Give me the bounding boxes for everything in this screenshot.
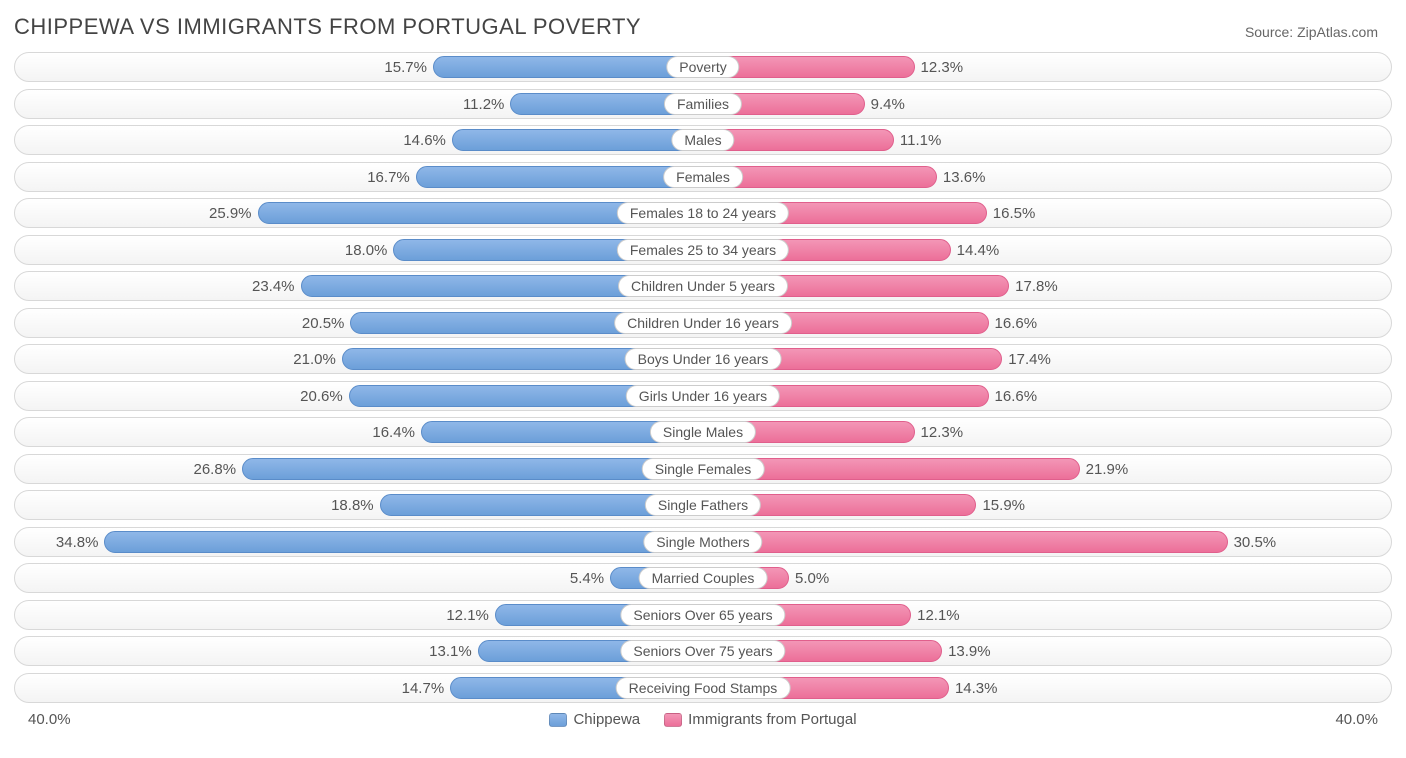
data-row: 5.4% 5.0% Married Couples — [14, 563, 1392, 593]
category-label: Females 25 to 34 years — [617, 239, 789, 261]
category-label: Poverty — [666, 56, 739, 78]
chart-source: Source: ZipAtlas.com — [1245, 24, 1378, 40]
category-label: Single Females — [642, 458, 765, 480]
category-label: Girls Under 16 years — [626, 385, 780, 407]
data-row: 18.8% 15.9% Single Fathers — [14, 490, 1392, 520]
category-label: Males — [671, 129, 734, 151]
chart-footer: 40.0% Chippewa Immigrants from Portugal … — [0, 709, 1406, 728]
value-series-a: 16.7% — [367, 163, 416, 193]
value-series-a: 20.6% — [300, 382, 349, 412]
legend-item-b: Immigrants from Portugal — [664, 711, 856, 728]
legend-item-a: Chippewa — [549, 711, 640, 728]
chart-header: CHIPPEWA VS IMMIGRANTS FROM PORTUGAL POV… — [0, 0, 1406, 48]
value-series-a: 21.0% — [293, 345, 342, 375]
legend-swatch-b — [664, 713, 682, 727]
value-series-b: 17.8% — [1009, 272, 1058, 302]
legend-label-a: Chippewa — [573, 711, 640, 728]
data-row: 20.5% 16.6% Children Under 16 years — [14, 308, 1392, 338]
legend-label-b: Immigrants from Portugal — [688, 711, 856, 728]
bar-series-a — [452, 129, 703, 151]
chart-area: 15.7%12.3%Poverty11.2%9.4%Families14.6%1… — [0, 48, 1406, 703]
bar-series-a — [104, 531, 703, 553]
value-series-b: 13.9% — [942, 637, 991, 667]
category-label: Single Fathers — [645, 494, 761, 516]
bar-series-a — [433, 56, 703, 78]
data-row: 26.8% 21.9% Single Females — [14, 454, 1392, 484]
legend-swatch-a — [549, 713, 567, 727]
value-series-a: 20.5% — [302, 309, 351, 339]
axis-max-left: 40.0% — [28, 711, 71, 728]
category-label: Seniors Over 75 years — [620, 640, 785, 662]
category-label: Females 18 to 24 years — [617, 202, 789, 224]
value-series-a: 34.8% — [56, 528, 105, 558]
category-label: Females — [663, 166, 743, 188]
category-label: Families — [664, 93, 742, 115]
value-series-a: 14.6% — [403, 126, 452, 156]
data-row: 34.8% 30.5% Single Mothers — [14, 527, 1392, 557]
data-row: 16.4% 12.3% Single Males — [14, 417, 1392, 447]
value-series-b: 16.6% — [989, 309, 1038, 339]
bar-series-a — [242, 458, 703, 480]
category-label: Receiving Food Stamps — [616, 677, 791, 699]
value-series-b: 14.3% — [949, 674, 998, 704]
legend: Chippewa Immigrants from Portugal — [549, 711, 856, 728]
data-row: 15.7% 12.3% Poverty — [14, 52, 1392, 82]
value-series-b: 16.6% — [989, 382, 1038, 412]
value-series-b: 30.5% — [1228, 528, 1277, 558]
value-series-b: 15.9% — [976, 491, 1025, 521]
value-series-a: 23.4% — [252, 272, 301, 302]
value-series-b: 5.0% — [789, 564, 829, 594]
value-series-a: 16.4% — [372, 418, 421, 448]
value-series-a: 5.4% — [570, 564, 610, 594]
data-row: 21.0% 17.4% Boys Under 16 years — [14, 344, 1392, 374]
value-series-a: 18.8% — [331, 491, 380, 521]
category-label: Married Couples — [639, 567, 768, 589]
data-row: 23.4% 17.8% Children Under 5 years — [14, 271, 1392, 301]
value-series-b: 17.4% — [1002, 345, 1051, 375]
chart-title: CHIPPEWA VS IMMIGRANTS FROM PORTUGAL POV… — [14, 14, 641, 40]
category-label: Children Under 16 years — [614, 312, 792, 334]
category-label: Boys Under 16 years — [625, 348, 782, 370]
value-series-b: 12.3% — [915, 418, 964, 448]
value-series-a: 25.9% — [209, 199, 258, 229]
value-series-a: 26.8% — [194, 455, 243, 485]
value-series-b: 13.6% — [937, 163, 986, 193]
data-row: 11.2% 9.4% Families — [14, 89, 1392, 119]
value-series-b: 12.3% — [915, 53, 964, 83]
data-row: 18.0% 14.4% Females 25 to 34 years — [14, 235, 1392, 265]
category-label: Children Under 5 years — [618, 275, 788, 297]
value-series-b: 11.1% — [894, 126, 941, 156]
value-series-a: 18.0% — [345, 236, 394, 266]
value-series-a: 12.1% — [446, 601, 495, 631]
data-row: 16.7% 13.6% Females — [14, 162, 1392, 192]
value-series-a: 14.7% — [402, 674, 451, 704]
value-series-b: 14.4% — [951, 236, 1000, 266]
data-row: 25.9% 16.5% Females 18 to 24 years — [14, 198, 1392, 228]
category-label: Single Males — [650, 421, 756, 443]
value-series-b: 9.4% — [865, 90, 905, 120]
value-series-a: 15.7% — [384, 53, 433, 83]
data-row: 20.6% 16.6% Girls Under 16 years — [14, 381, 1392, 411]
axis-max-right: 40.0% — [1335, 711, 1378, 728]
bar-series-a — [416, 166, 703, 188]
bar-series-b — [703, 531, 1228, 553]
data-row: 14.7% 14.3% Receiving Food Stamps — [14, 673, 1392, 703]
category-label: Single Mothers — [643, 531, 762, 553]
data-row: 12.1% 12.1% Seniors Over 65 years — [14, 600, 1392, 630]
value-series-a: 13.1% — [429, 637, 478, 667]
category-label: Seniors Over 65 years — [620, 604, 785, 626]
value-series-b: 12.1% — [911, 601, 960, 631]
value-series-a: 11.2% — [463, 90, 510, 120]
value-series-b: 21.9% — [1080, 455, 1129, 485]
value-series-b: 16.5% — [987, 199, 1036, 229]
data-row: 13.1% 13.9% Seniors Over 75 years — [14, 636, 1392, 666]
data-row: 14.6% 11.1% Males — [14, 125, 1392, 155]
